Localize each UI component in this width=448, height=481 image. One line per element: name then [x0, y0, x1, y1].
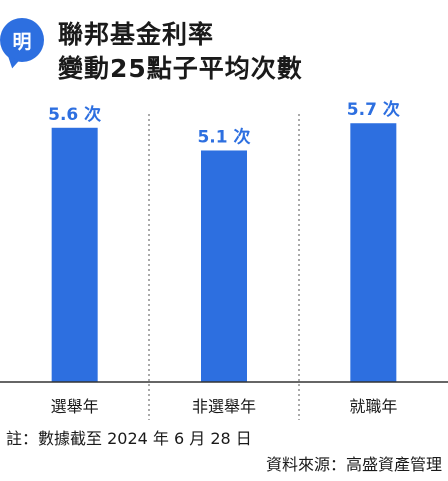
data-label-3: 5.7 次: [347, 99, 400, 120]
source-note: 資料來源：高盛資產管理: [265, 455, 442, 474]
data-label-1: 5.6 次: [48, 104, 101, 125]
x-tick-label-2: 非選舉年: [192, 397, 256, 416]
bar-3: [350, 123, 397, 382]
title-line-2: 變動25點子平均次數: [58, 54, 303, 83]
bar-2: [201, 150, 247, 382]
ming-pao-logo: 明: [0, 18, 44, 62]
title-line-1: 聯邦基金利率: [58, 20, 215, 49]
footnote: 註：數據截至 2024 年 6 月 28 日: [6, 429, 252, 448]
chart-title: 聯邦基金利率 變動25點子平均次數: [58, 18, 303, 86]
x-tick-label-3: 就職年: [349, 397, 397, 416]
bar-1: [51, 127, 98, 383]
data-label-2: 5.1 次: [197, 126, 250, 147]
logo-text: 明: [12, 30, 32, 53]
x-tick-label-1: 選舉年: [51, 397, 99, 416]
header: 明 聯邦基金利率 變動25點子平均次數: [0, 0, 448, 96]
